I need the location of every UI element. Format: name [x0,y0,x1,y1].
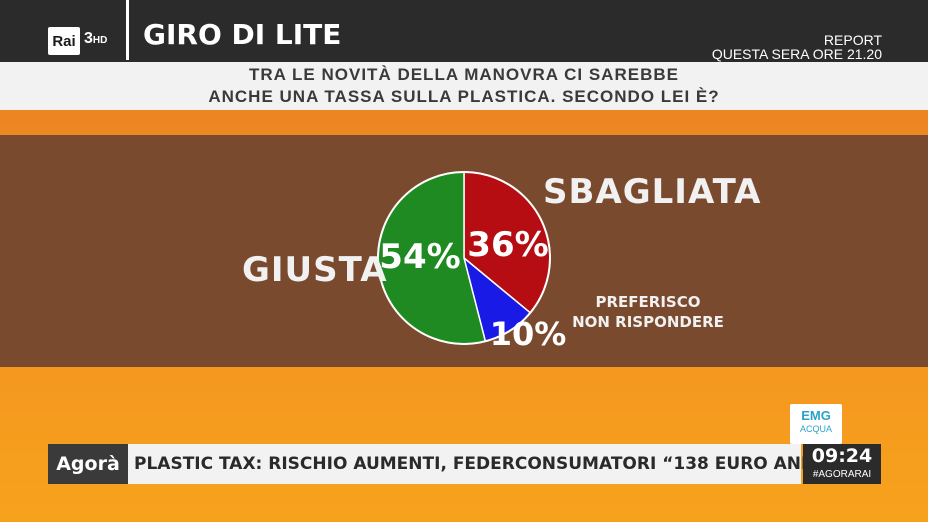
pie-outline [377,171,551,345]
legend-preferisco-line1: PREFERISCO [595,293,701,311]
poll-question-line1: TRA LE NOVITÀ DELLA MANOVRA CI SAREBBE [249,65,679,84]
value-label-sbagliata: 36% [467,225,548,265]
legend-preferisco-line2: NON RISPONDERE [572,313,724,331]
poll-question: TRA LE NOVITÀ DELLA MANOVRA CI SAREBBE A… [0,62,928,110]
top-bar [0,0,928,62]
emg-logo-text: EMG [801,408,831,423]
header-divider [126,0,129,60]
poll-question-line2: ANCHE UNA TASSA SULLA PLASTICA. SECONDO … [208,87,720,106]
legend-giusta: GIUSTA [242,250,388,290]
legend-sbagliata: SBAGLIATA [543,172,762,212]
hashtag: #AGORARAI [812,469,872,480]
ticker-headline: PLASTIC TAX: RISCHIO AUMENTI, FEDERCONSU… [134,454,847,474]
program-title: GIRO DI LITE [143,18,342,51]
value-label-preferisco: 10% [490,315,567,353]
legend-preferisco: PREFERISCO NON RISPONDERE [568,292,728,332]
promo-title: REPORT [823,32,882,48]
show-logo: Agorà [48,444,128,484]
news-ticker [48,444,801,484]
emg-logo: EMG ACQUA [790,404,842,444]
promo-time: QUESTA SERA ORE 21.20 [711,46,882,62]
value-label-giusta: 54% [379,237,460,277]
clock-box [803,444,881,484]
channel-number: 3HD [84,30,108,47]
channel-logo: Rai [48,27,80,55]
clock: 09:24 [811,445,873,467]
emg-logo-subtext: ACQUA [799,424,832,434]
